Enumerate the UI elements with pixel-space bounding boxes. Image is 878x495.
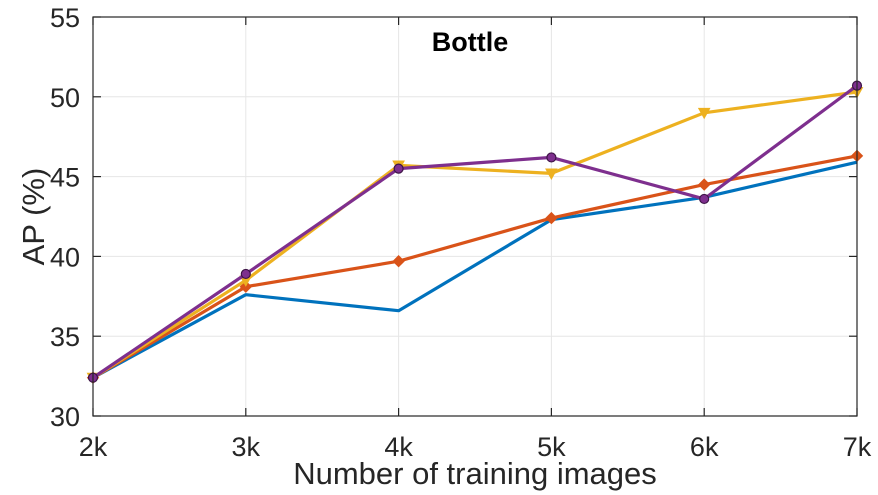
y-tick-label: 35 — [50, 322, 80, 352]
chart-title: Bottle — [432, 27, 509, 57]
series-line — [92, 90, 858, 380]
series-line — [92, 160, 858, 380]
data-point — [699, 193, 710, 205]
y-tick-label: 45 — [50, 163, 80, 193]
data-point — [545, 211, 558, 225]
y-tick-label: 40 — [50, 242, 80, 272]
x-tick-label: 7k — [843, 432, 872, 462]
series-line — [92, 84, 858, 380]
x-tick-label: 5k — [537, 432, 566, 462]
data-point — [697, 107, 711, 120]
grid — [92, 16, 858, 417]
data-point — [240, 268, 251, 280]
series-layer — [86, 80, 864, 385]
axis-ticks: 2k 3k 4k 5k 6k 7k 30 35 40 45 50 55 — [50, 3, 872, 462]
x-tick-label: 6k — [690, 432, 719, 462]
data-point — [393, 163, 404, 174]
series-3 — [86, 87, 864, 385]
x-tick-label: 2k — [79, 432, 108, 462]
data-point — [392, 254, 405, 268]
x-tick-label: 3k — [232, 432, 261, 462]
x-tick-label: 4k — [384, 432, 413, 462]
series-1 — [92, 160, 858, 380]
y-tick-label: 30 — [50, 402, 80, 432]
y-axis-title: AP (%) — [16, 168, 51, 266]
data-point — [546, 152, 557, 163]
y-tick-label: 55 — [50, 3, 80, 33]
y-tick-label: 50 — [50, 83, 80, 113]
x-axis-title: Number of training images — [293, 456, 657, 491]
data-point — [545, 168, 558, 180]
data-point — [697, 178, 711, 191]
series-4 — [87, 80, 863, 383]
plot-frame — [92, 16, 858, 417]
